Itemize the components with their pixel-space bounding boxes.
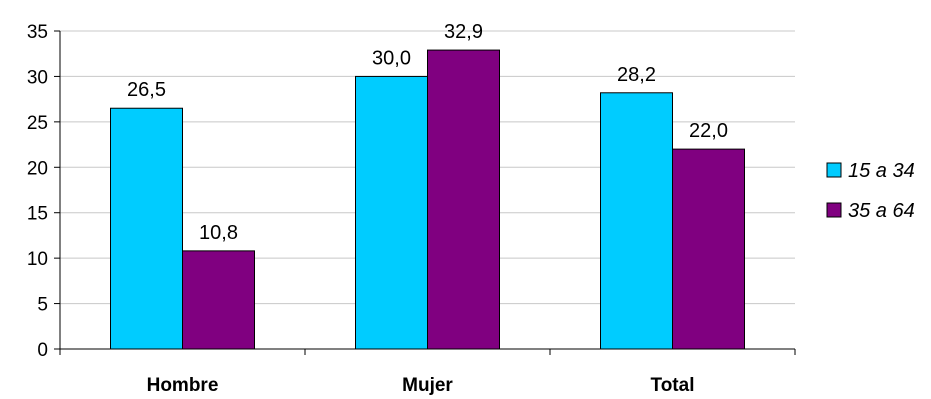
data-label: 22,0 bbox=[689, 120, 728, 142]
axes: 0 5 10 15 20 25 30 35 Hombre Mujer Total bbox=[27, 22, 796, 396]
data-label: 26,5 bbox=[127, 79, 166, 101]
y-tick-label: 35 bbox=[27, 22, 48, 43]
legend-label: 35 a 64 bbox=[848, 200, 915, 222]
x-category-label: Hombre bbox=[147, 375, 219, 396]
legend: 15 a 34 35 a 64 bbox=[826, 160, 915, 222]
legend-swatch bbox=[826, 162, 842, 178]
x-category-label: Mujer bbox=[402, 375, 453, 396]
bar bbox=[672, 148, 745, 350]
bar bbox=[110, 107, 183, 350]
data-label: 30,0 bbox=[372, 47, 411, 69]
bar bbox=[427, 49, 500, 350]
y-tick-label: 20 bbox=[27, 158, 48, 179]
y-tick-label: 25 bbox=[27, 113, 48, 134]
bar bbox=[355, 75, 428, 350]
data-labels: 26,5 10,8 30,0 32,9 28,2 22,0 bbox=[127, 21, 728, 244]
bar bbox=[600, 92, 673, 350]
x-category-label: Total bbox=[651, 375, 695, 396]
data-label: 10,8 bbox=[199, 222, 238, 244]
y-tick-label: 5 bbox=[37, 295, 48, 316]
bar bbox=[182, 250, 255, 350]
y-tick-label: 30 bbox=[27, 67, 48, 88]
data-label: 28,2 bbox=[617, 64, 656, 86]
legend-label: 15 a 34 bbox=[848, 160, 915, 182]
data-label: 32,9 bbox=[444, 21, 483, 43]
y-tick-label: 15 bbox=[27, 204, 48, 225]
bars bbox=[110, 49, 745, 350]
legend-swatch bbox=[826, 202, 842, 218]
y-tick-label: 0 bbox=[37, 340, 48, 361]
y-tick-label: 10 bbox=[27, 249, 48, 270]
